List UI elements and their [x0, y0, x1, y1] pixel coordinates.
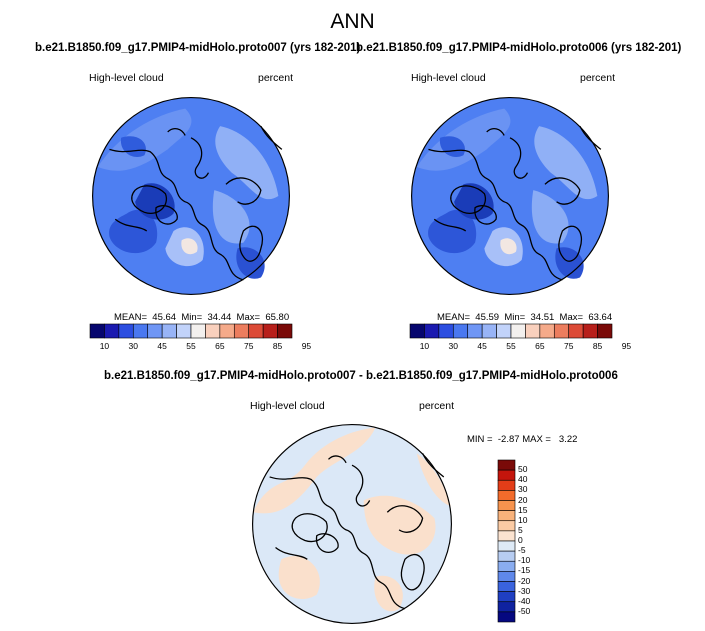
diff-colorbar-swatch: [497, 469, 516, 481]
left-stats: MEAN= 45.64 Min= 34.44 Max= 65.80: [114, 312, 290, 323]
right-units-label: percent: [580, 72, 616, 84]
diff-colorbar-tick-label: 30: [518, 484, 528, 495]
diff-colorbar-swatch: [497, 459, 516, 471]
colorbar-tick-label: 10: [99, 341, 110, 351]
colorbar-tick-label: 55: [186, 341, 196, 351]
colorbar-tick-label: 95: [621, 341, 632, 351]
colorbar-tick-label: 85: [272, 341, 283, 351]
diff-colorbar-tick-label: -50: [518, 605, 531, 616]
diff-title: b.e21.B1850.f09_g17.PMIP4-midHolo.proto0…: [104, 370, 618, 382]
colorbar-swatch: [118, 323, 134, 339]
colorbar-tick-label: 95: [301, 341, 312, 351]
colorbar-swatch: [568, 323, 584, 339]
colorbar-swatch: [424, 323, 440, 339]
left-colorbar: [89, 323, 293, 339]
colorbar-tick-label: 75: [243, 341, 254, 351]
right-case-title: b.e21.B1850.f09_g17.PMIP4-midHolo.proto0…: [356, 42, 682, 54]
colorbar-swatch: [248, 323, 264, 339]
left-case-title: b.e21.B1850.f09_g17.PMIP4-midHolo.proto0…: [35, 42, 361, 54]
diff-colorbar-tick-label: 0: [518, 535, 523, 545]
colorbar-swatch: [481, 323, 497, 339]
colorbar-swatch: [467, 323, 483, 339]
colorbar-swatch: [233, 323, 250, 339]
diff-colorbar-swatch: [497, 530, 516, 542]
colorbar-tick-label: 30: [448, 341, 459, 351]
colorbar-swatch: [525, 323, 541, 339]
diff-colorbar-swatch: [497, 560, 516, 572]
diff-colorbar-tick-label: 5: [518, 524, 523, 535]
colorbar-swatch: [89, 323, 105, 339]
diff-colorbar-tick-label: 40: [518, 474, 528, 485]
colorbar-tick-label: 45: [157, 341, 167, 351]
main-title: ANN: [330, 10, 375, 33]
diff-colorbar-tick-label: -10: [518, 555, 531, 566]
left-variable-label: High-level cloud: [89, 72, 164, 84]
colorbar-swatch: [438, 323, 454, 339]
colorbar-swatch: [510, 323, 526, 339]
colorbar-swatch: [104, 323, 120, 339]
colorbar-swatch: [277, 323, 293, 339]
diff-colorbar-swatch: [497, 550, 516, 562]
colorbar-swatch: [161, 323, 177, 339]
diff-variable-label: High-level cloud: [250, 400, 325, 412]
colorbar-swatch: [496, 323, 512, 339]
colorbar-swatch: [553, 323, 570, 339]
colorbar-swatch: [262, 323, 278, 339]
colorbar-swatch: [539, 323, 555, 339]
diff-colorbar-swatch: [497, 500, 516, 511]
colorbar-swatch: [176, 323, 192, 339]
colorbar-swatch: [582, 323, 598, 339]
colorbar-swatch: [597, 323, 613, 339]
diff-colorbar-tick-label: -20: [518, 575, 531, 586]
diff-colorbar-tick-label: -40: [518, 595, 531, 606]
diff-colorbar-swatch: [497, 479, 516, 491]
colorbar-tick-label: 45: [477, 341, 487, 351]
right-polar-map: [411, 97, 609, 295]
colorbar-tick-label: 10: [419, 341, 430, 351]
diff-stats: MIN = -2.87 MAX = 3.22: [467, 434, 578, 445]
colorbar-swatch: [219, 323, 235, 339]
diff-colorbar-swatch: [497, 520, 516, 532]
left-polar-map: [92, 97, 290, 295]
colorbar-swatch: [190, 323, 206, 339]
diff-colorbar-swatch: [497, 490, 516, 501]
colorbar-tick-label: 65: [535, 341, 545, 351]
colorbar-swatch: [452, 323, 469, 339]
diff-colorbar: [497, 459, 516, 623]
diff-units-label: percent: [419, 400, 455, 412]
colorbar-tick-label: 30: [128, 341, 139, 351]
colorbar-tick-label: 75: [563, 341, 574, 351]
colorbar-swatch: [409, 323, 425, 339]
colorbar-swatch: [205, 323, 221, 339]
diff-colorbar-swatch: [497, 611, 516, 623]
left-units-label: percent: [258, 72, 294, 84]
diff-colorbar-swatch: [497, 601, 516, 613]
diff-colorbar-tick-label: 15: [518, 504, 528, 515]
diff-colorbar-tick-label: 10: [518, 514, 528, 525]
diff-colorbar-tick-label: 20: [518, 494, 528, 505]
diff-colorbar-tick-label: -30: [518, 585, 531, 596]
right-colorbar: [409, 323, 613, 339]
diff-colorbar-swatch: [497, 581, 516, 592]
colorbar-swatch: [132, 323, 149, 339]
diff-colorbar-tick-label: -15: [518, 565, 531, 576]
diff-colorbar-swatch: [497, 510, 516, 522]
diff-colorbar-swatch: [497, 571, 516, 582]
colorbar-tick-label: 55: [506, 341, 516, 351]
colorbar-swatch: [147, 323, 163, 339]
diff-polar-map: [252, 424, 452, 624]
right-variable-label: High-level cloud: [411, 72, 486, 84]
right-stats: MEAN= 45.59 Min= 34.51 Max= 63.64: [437, 312, 613, 323]
diff-colorbar-tick-label: 50: [518, 464, 528, 475]
diff-colorbar-swatch: [497, 540, 516, 552]
diff-colorbar-tick-label: -5: [518, 545, 526, 556]
colorbar-tick-label: 65: [215, 341, 225, 351]
colorbar-tick-label: 85: [592, 341, 603, 351]
diff-colorbar-swatch: [497, 591, 516, 603]
